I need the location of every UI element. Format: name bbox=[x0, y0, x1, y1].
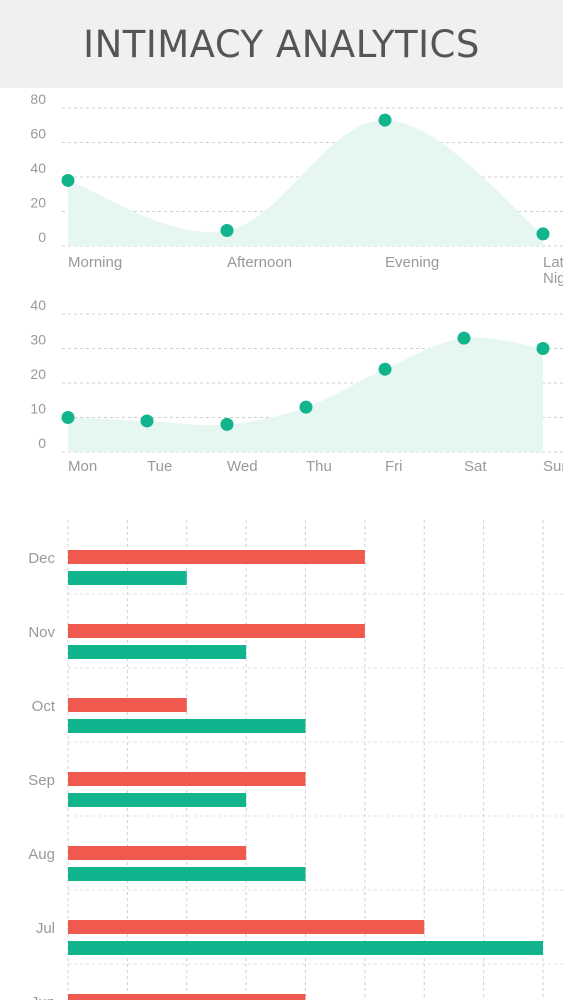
month-label: Aug bbox=[28, 846, 55, 863]
month-label: Jun bbox=[31, 994, 55, 1000]
month-label: Jul bbox=[36, 920, 55, 937]
x-category-label: Wed bbox=[227, 458, 258, 475]
data-point bbox=[61, 173, 75, 187]
bar-series-1 bbox=[68, 698, 187, 712]
month-label: Nov bbox=[28, 624, 55, 641]
x-category-label: LateNight bbox=[543, 254, 563, 287]
day-of-week-chart: 0 10 20 30 40 Mon Tue Wed Thu Fri Sat Sun bbox=[30, 298, 563, 475]
x-category-label: Mon bbox=[68, 458, 97, 475]
month-label: Oct bbox=[32, 698, 56, 715]
data-point bbox=[299, 400, 313, 414]
month-label: Dec bbox=[28, 550, 55, 567]
x-category-label: Sat bbox=[464, 458, 487, 475]
data-point bbox=[220, 417, 234, 431]
page-title: INTIMACY ANALYTICS bbox=[83, 22, 480, 66]
bar-series-1 bbox=[68, 846, 247, 860]
bar-series-1 bbox=[68, 772, 306, 786]
x-category-label: Sun bbox=[543, 458, 563, 475]
bar-series-2 bbox=[68, 793, 247, 807]
data-point bbox=[536, 342, 550, 355]
y-tick-label: 30 bbox=[30, 332, 46, 348]
bar-series-1 bbox=[68, 624, 365, 638]
x-category-label: Thu bbox=[306, 458, 332, 475]
bar-series-2 bbox=[68, 719, 306, 733]
y-tick-label: 80 bbox=[30, 91, 46, 107]
monthly-bar-chart: Dec Nov Oct Sep Aug Jul Jun bbox=[28, 520, 563, 1000]
app-header: INTIMACY ANALYTICS bbox=[0, 0, 563, 88]
y-tick-label: 60 bbox=[30, 126, 46, 142]
month-label: Sep bbox=[28, 772, 55, 789]
data-point bbox=[536, 227, 550, 241]
x-category-label: Tue bbox=[147, 458, 172, 475]
bar-series-2 bbox=[68, 645, 247, 659]
y-tick-label: 10 bbox=[30, 401, 46, 417]
data-point bbox=[378, 113, 392, 127]
y-tick-label: 0 bbox=[38, 435, 46, 451]
x-category-label: Fri bbox=[385, 458, 403, 475]
data-point bbox=[220, 223, 234, 237]
bar-series-2 bbox=[68, 571, 187, 585]
y-tick-label: 0 bbox=[38, 229, 46, 245]
y-tick-label: 20 bbox=[30, 195, 46, 211]
x-category-label: Morning bbox=[68, 254, 122, 271]
x-category-label: Evening bbox=[385, 254, 439, 271]
data-point bbox=[378, 362, 392, 376]
y-tick-label: 40 bbox=[30, 298, 46, 313]
data-point bbox=[457, 331, 471, 345]
bar-series-1 bbox=[68, 994, 306, 1000]
y-tick-label: 40 bbox=[30, 160, 46, 176]
data-point bbox=[140, 414, 154, 428]
y-tick-label: 20 bbox=[30, 366, 46, 382]
bar-series-1 bbox=[68, 550, 365, 564]
area-fill bbox=[68, 337, 543, 452]
data-point bbox=[61, 411, 75, 424]
time-of-day-chart: 0 20 40 60 80 Morning Afternoon Evening LateNigh… bbox=[30, 91, 563, 287]
bar-series-2 bbox=[68, 941, 543, 955]
x-category-label: Afternoon bbox=[227, 254, 292, 271]
area-fill bbox=[68, 120, 543, 246]
bar-series-1 bbox=[68, 920, 425, 934]
bar-series-2 bbox=[68, 867, 306, 881]
